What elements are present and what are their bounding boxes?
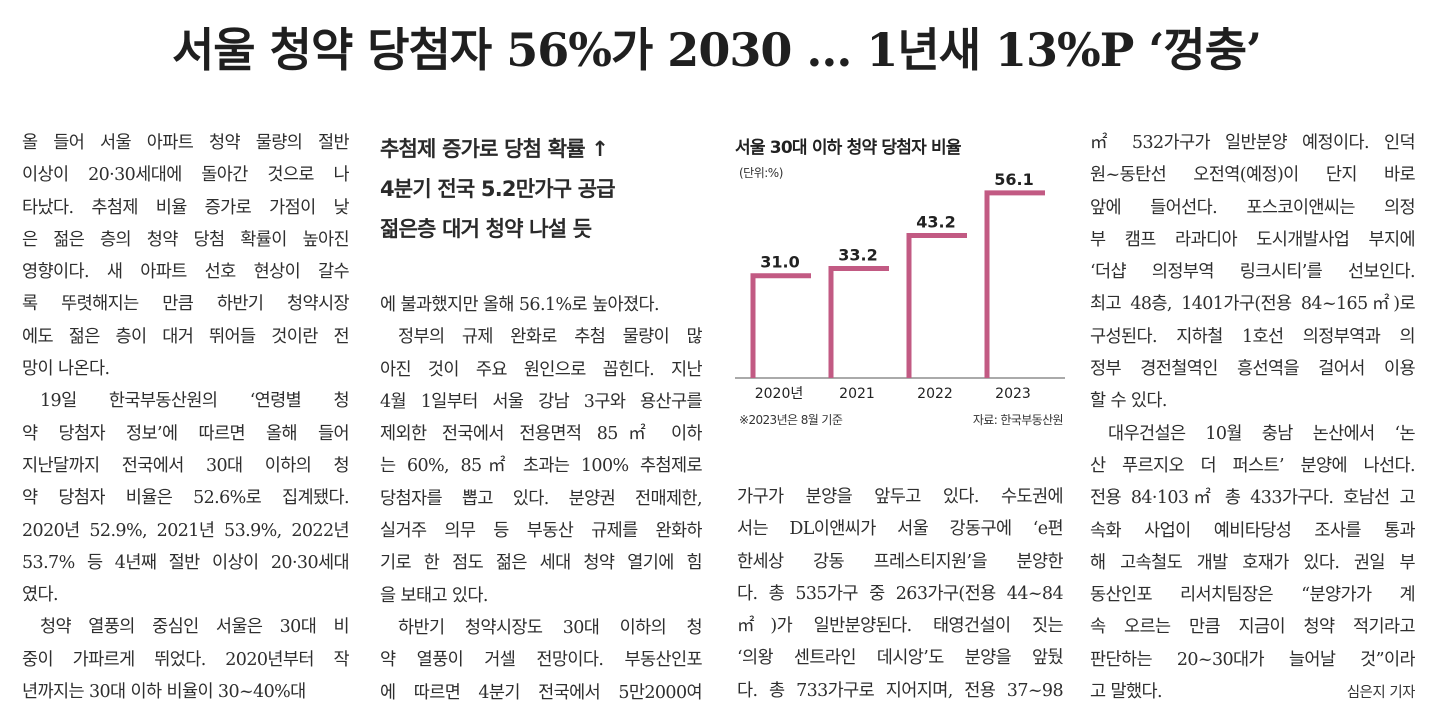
article-line: 정부의 규제 완화로 추첨 물량이 많 bbox=[398, 327, 702, 348]
article-line: 할 수 있다. bbox=[1090, 391, 1167, 412]
article-line: 제외한 전국에서 전용면적 85㎡ 이하 bbox=[380, 424, 702, 445]
article-line: 에도 젊은 층이 대거 뛰어들 것이란 전 bbox=[22, 326, 349, 347]
article-line: 2020년 52.9%, 2021년 53.9%, 2022년 bbox=[22, 520, 349, 541]
article-line: 타났다. 추첨제 비율 증가로 가점이 낮 bbox=[22, 197, 349, 218]
article-line: ‘더샵 의정부역 링크시티’를 선보인다. bbox=[1090, 262, 1415, 283]
article-line: 당첨자를 뽑고 있다. 분양권 전매제한, bbox=[380, 488, 702, 509]
article-line: 한세상 강동 프레스티지원’을 분양한 bbox=[737, 551, 1063, 572]
article-line: 기로 한 점도 젊은 세대 청약 열기에 힘 bbox=[380, 553, 702, 574]
chart-note: ※2023년은 8월 기준 bbox=[739, 413, 843, 427]
article-line: 산 푸르지오 더 퍼스트’ 분양에 나선다. bbox=[1090, 455, 1415, 476]
article-line: 년까지는 30대 이하 비율이 30~40%대 bbox=[22, 682, 306, 703]
chart-title: 서울 30대 이하 청약 당첨자 비율 bbox=[735, 138, 962, 158]
article-line: 망이 나온다. bbox=[22, 359, 110, 380]
chart-canvas: 31.0 2020년 33.2 2021 43.2 2022 56.1 2023 bbox=[735, 170, 1065, 402]
article-line: 원~동탄선 오전역(예정)이 단지 바로 bbox=[1090, 165, 1415, 186]
article-column-2: 에 불과했지만 올해 56.1%로 높아졌다. 정부의 규제 완화로 추첨 물량이… bbox=[380, 289, 702, 709]
article-line: 다. 총 535가구 중 263가구(전용 44~84 bbox=[737, 583, 1063, 604]
article-line: 정부 경전철역인 흥선역을 걸어서 이용 bbox=[1090, 359, 1415, 380]
article-line: 약 당첨자 정보’에 따르면 올해 들어 bbox=[22, 423, 349, 444]
chart-value-label: 56.1 bbox=[994, 170, 1033, 189]
article-line: 영향이다. 새 아파트 선호 현상이 갈수 bbox=[22, 262, 349, 283]
article-line: 19일 한국부동산원의 ‘연령별 청 bbox=[40, 391, 349, 412]
chart-value-label: 31.0 bbox=[760, 253, 799, 272]
chart-tick-label: 2021 bbox=[839, 386, 875, 402]
subheadline-line: 추첨제 증가로 당첨 확률 ↑ bbox=[380, 137, 609, 161]
article-line: 동산인포 리서치팀장은 “분양가가 계 bbox=[1090, 585, 1415, 606]
article-line: 약 당첨자 비율은 52.6%로 집계됐다. bbox=[22, 488, 349, 509]
chart-tick-label: 2022 bbox=[917, 386, 953, 402]
article-line: 대우건설은 10월 충남 논산에서 ‘논 bbox=[1108, 423, 1415, 444]
article-line: 판단하는 20~30대가 늘어날 것”이라 bbox=[1090, 649, 1415, 670]
article-line: 청약 열풍의 중심인 서울은 30대 비 bbox=[40, 617, 349, 638]
article-line: 4월 1일부터 서울 강남 3구와 용산구를 bbox=[380, 391, 702, 412]
article-line: 지난달까지 전국에서 30대 이하의 청 bbox=[22, 455, 349, 476]
article-line: 서는 DL이앤씨가 서울 강동구에 ‘e편 bbox=[737, 519, 1063, 540]
article-line: 고 말했다. 심은지 기자 bbox=[1090, 676, 1415, 708]
article-line: ㎡)가 일반분양된다. 태영건설이 짓는 bbox=[737, 616, 1063, 637]
article-line: 이상이 20·30세대에 돌아간 것으로 나 bbox=[22, 165, 349, 186]
article-line: 전용 84·103㎡ 총 433가구다. 호남선 고 bbox=[1090, 488, 1415, 509]
article-line: 록 뚜렷해지는 만큼 하반기 청약시장 bbox=[22, 294, 349, 315]
article-line: 중이 가파르게 뛰었다. 2020년부터 작 bbox=[22, 649, 349, 670]
article-line: 부 캠프 라과디아 도시개발사업 부지에 bbox=[1090, 229, 1415, 250]
article-line: 을 보태고 있다. bbox=[380, 585, 488, 606]
article-line: 였다. bbox=[22, 585, 59, 606]
chart-source: 자료: 한국부동산원 bbox=[972, 413, 1064, 427]
subheadline-line: 젊은층 대거 청약 나설 듯 bbox=[380, 217, 592, 241]
article-line: 최고 48층, 1401가구(전용 84~165㎡)로 bbox=[1090, 294, 1415, 315]
article-line: 에 불과했지만 올해 56.1%로 높아졌다. bbox=[380, 295, 660, 315]
chart-value-label: 33.2 bbox=[838, 245, 877, 264]
subheadline: 추첨제 증가로 당첨 확률 ↑ 4분기 전국 5.2만가구 공급 젊은층 대거 … bbox=[380, 129, 710, 249]
chart-value-label: 43.2 bbox=[916, 212, 955, 231]
article-line: ‘의왕 센트라인 데시앙’도 분양을 앞뒀 bbox=[737, 648, 1063, 669]
headline: 서울 청약 당첨자 56%가 2030 … 1년새 13%P ‘껑충’ bbox=[171, 23, 1262, 77]
byline: 심은지 기자 bbox=[1346, 685, 1415, 702]
chart-step-bar bbox=[984, 190, 1045, 378]
article-line: 는 60%, 85㎡ 초과는 100% 추첨제로 bbox=[380, 456, 702, 477]
chart-step-bar bbox=[906, 232, 967, 378]
article-line: 실거주 의무 등 부동산 규제를 완화하 bbox=[380, 521, 702, 542]
chart-step-bar bbox=[828, 265, 889, 378]
step-chart: 31.0 2020년 33.2 2021 43.2 2022 56.1 2023 서울 30대… bbox=[735, 128, 1065, 438]
article-line: 은 젊은 층의 청약 당첨 확률이 높아진 bbox=[22, 229, 349, 250]
article-line: 속 오르는 만큼 지금이 청약 적기라고 bbox=[1090, 617, 1415, 638]
subheadline-line: 4분기 전국 5.2만가구 공급 bbox=[380, 177, 616, 201]
article-line: 하반기 청약시장도 30대 이하의 청 bbox=[398, 617, 702, 638]
chart-unit: (단위:%) bbox=[739, 166, 783, 180]
chart-tick-label: 2020년 bbox=[755, 386, 804, 402]
article-line: 에 따르면 4분기 전국에서 5만2000여 bbox=[380, 682, 702, 703]
chart-step-bar bbox=[750, 273, 811, 378]
article-line: 속화 사업이 예비타당성 조사를 통과 bbox=[1090, 520, 1415, 541]
article-line: 53.7% 등 4년째 절반 이상이 20·30세대 bbox=[22, 552, 349, 573]
article-line: 올 들어 서울 아파트 청약 물량의 절반 bbox=[22, 133, 349, 153]
article-line: ㎡ 532가구가 일반분양 예정이다. 인덕 bbox=[1090, 133, 1415, 153]
article-line: 해 고속철도 개발 호재가 있다. 권일 부 bbox=[1090, 552, 1415, 573]
article-line: 다. 총 733가구로 지어지며, 전용 37~98 bbox=[737, 680, 1063, 701]
article-line: 구성된다. 지하철 1호선 의정부역과 의 bbox=[1090, 326, 1415, 347]
article-line: 아진 것이 주요 원인으로 꼽힌다. 지난 bbox=[380, 359, 702, 380]
chart-tick-label: 2023 bbox=[995, 386, 1031, 402]
article-line: 약 열풍이 거셀 전망이다. 부동산인포 bbox=[380, 650, 702, 671]
article-line: 가구가 분양을 앞두고 있다. 수도권에 bbox=[737, 487, 1063, 507]
article-line: 앞에 들어선다. 포스코이앤씨는 의정 bbox=[1090, 197, 1415, 218]
